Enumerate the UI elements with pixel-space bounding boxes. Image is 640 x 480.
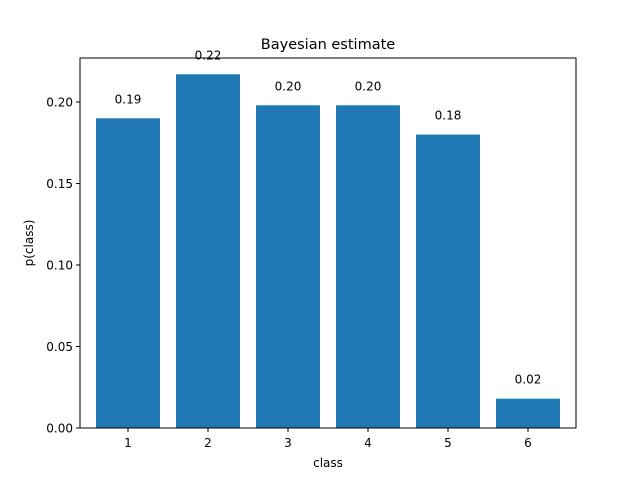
data-label-4: 0.20 <box>355 79 382 93</box>
bars-group <box>96 74 560 429</box>
bar-3 <box>256 105 320 428</box>
bar-4 <box>336 105 400 428</box>
x-tick-label-3: 3 <box>284 436 292 450</box>
y-axis-label: p(class) <box>22 220 36 267</box>
data-labels-group: 0.19 0.22 0.20 0.20 0.18 0.02 <box>115 48 542 386</box>
y-axis: 0.00 0.05 0.10 0.15 0.20 <box>46 96 80 436</box>
y-tick-label-3: 0.15 <box>46 177 73 191</box>
plot-frame <box>79 57 577 429</box>
x-tick-label-2: 2 <box>204 436 212 450</box>
data-label-6: 0.02 <box>515 373 542 387</box>
bar-1 <box>96 118 160 428</box>
y-tick-label-0: 0.00 <box>46 422 73 436</box>
y-tick-label-2: 0.10 <box>46 259 73 273</box>
bar-2 <box>176 74 240 428</box>
y-tick-label-1: 0.05 <box>46 340 73 354</box>
data-label-5: 0.18 <box>435 109 462 123</box>
data-label-3: 0.20 <box>275 79 302 93</box>
x-tick-label-6: 6 <box>524 436 532 450</box>
x-tick-label-5: 5 <box>444 436 452 450</box>
bar-6 <box>496 398 560 428</box>
y-tick-label-4: 0.20 <box>46 96 73 110</box>
data-label-2: 0.22 <box>195 48 222 62</box>
chart-title: Bayesian estimate <box>261 37 395 53</box>
x-tick-label-4: 4 <box>364 436 372 450</box>
x-tick-label-1: 1 <box>124 436 132 450</box>
bar-5 <box>416 134 480 429</box>
data-label-1: 0.19 <box>115 92 142 106</box>
x-axis-label: class <box>313 456 343 470</box>
x-axis: 1 2 3 4 5 6 <box>124 428 532 450</box>
